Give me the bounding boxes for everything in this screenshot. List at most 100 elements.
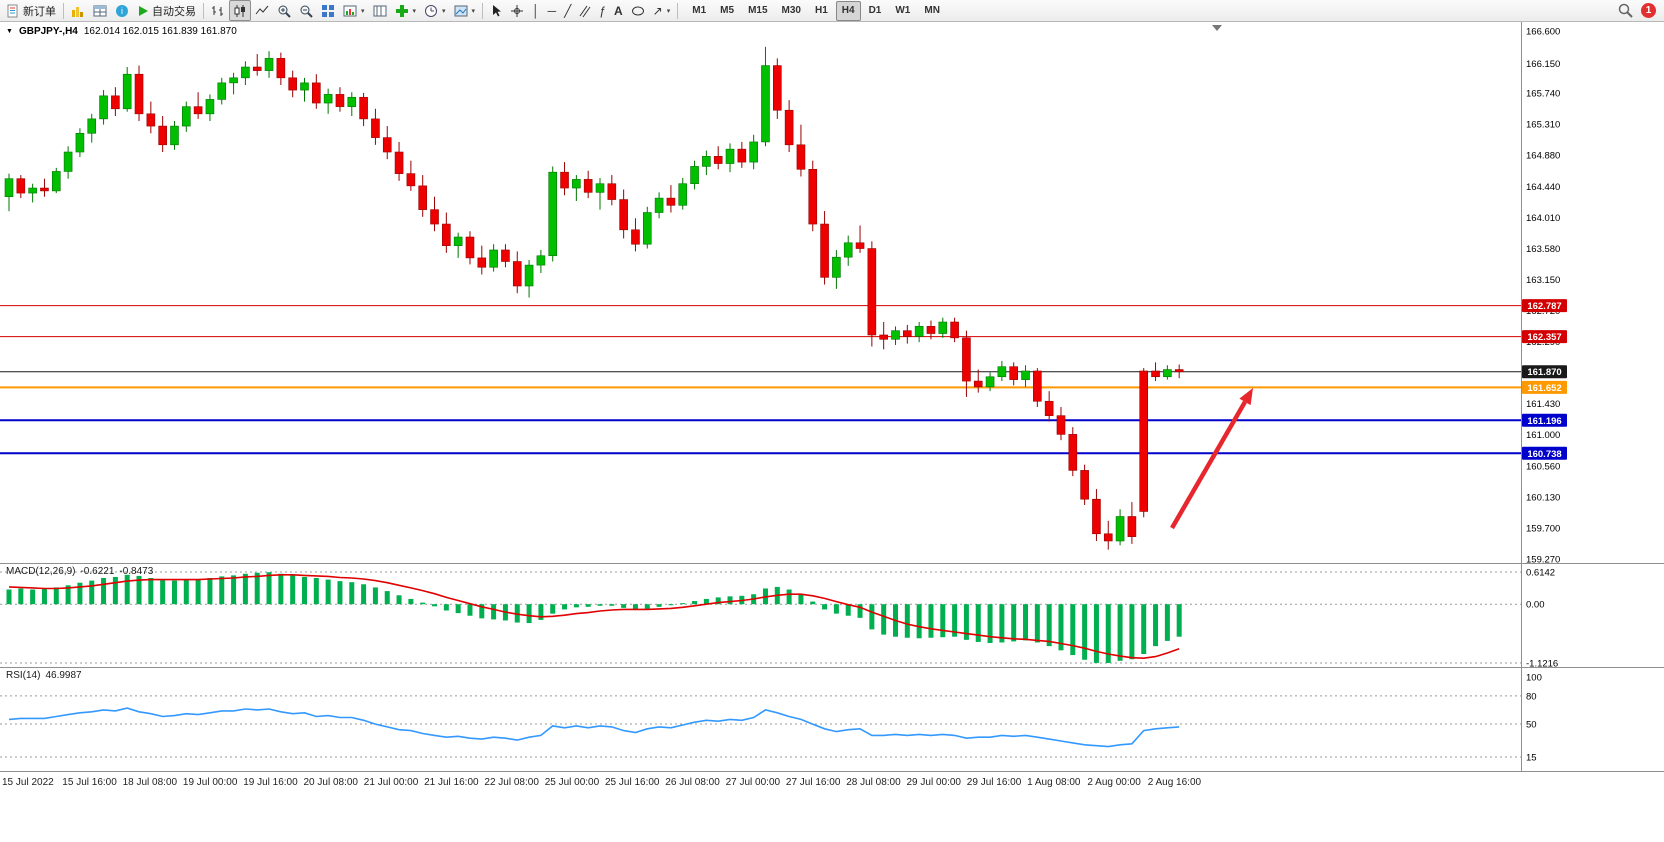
macd-canvas[interactable]: 0.6142 0.00 -1.1216 [0,564,1664,669]
candle [489,249,498,268]
price-tag[interactable] [1522,299,1567,313]
candle [111,95,120,110]
chevron-down-icon: ▾ [666,7,671,15]
tab-timeframe-M30[interactable]: M30 [781,4,801,16]
zoom-in-button[interactable] [273,0,295,21]
tab-timeframe-D1[interactable]: D1 [868,4,882,16]
price-tag-label: 161.196 [1527,416,1561,427]
crosshair-tool-button[interactable] [506,0,528,21]
time-label: 2 Aug 00:00 [1087,777,1141,788]
rsi-panel[interactable]: 100 80 50 15 [0,667,1664,771]
macd-histogram-bar [101,577,107,605]
market-watch-button[interactable] [67,0,89,21]
macd-axis-label: -1.1216 [1526,658,1558,667]
price-tag[interactable] [1522,380,1567,394]
templates-button[interactable]: ▾ [450,0,480,21]
search-icon[interactable] [1618,3,1633,18]
indicators-button[interactable]: ▾ [391,0,421,21]
time-label: 29 Jul 00:00 [906,777,962,788]
new-order-button[interactable]: 新订单 [2,0,60,21]
channel-tool-button[interactable] [575,0,595,21]
chart-shift-marker-icon[interactable] [1212,25,1222,31]
horizontal-line-tool-button[interactable]: ─ [544,0,561,21]
navigator-button[interactable]: i [111,0,133,21]
auto-trading-button[interactable]: 自动交易 [133,0,200,21]
macd-histogram-bar [585,604,591,607]
symbol-label: GBPJPY-,H4 [18,26,78,37]
price-tag[interactable] [1522,446,1567,460]
toolbar-separator [203,2,204,19]
macd-panel[interactable]: 0.6142 0.00 -1.1216 [0,563,1664,669]
price-chart-panel[interactable]: 166.600 166.150 165.740 165.310 164.880 164.4… [0,22,1664,565]
time-label: 19 Jul 00:00 [182,777,238,788]
candle [241,66,250,79]
chart-shift-button[interactable] [369,0,391,21]
macd-histogram-bar [207,577,213,605]
tile-windows-button[interactable] [317,0,339,21]
toolbar-right: 1 [1618,3,1662,18]
zoom-out-button[interactable] [295,0,317,21]
candle [654,197,664,213]
macd-histogram-bar [621,604,627,608]
chevron-down-icon: ▾ [471,7,476,15]
rsi-canvas[interactable]: 100 80 50 15 [0,668,1664,771]
macd-signal-line [8,574,1180,660]
macd-histogram-bar [77,582,83,605]
tab-timeframe-M15[interactable]: M15 [748,4,768,16]
macd-histogram-bar [786,589,792,605]
tab-timeframe-MN[interactable]: MN [924,4,940,16]
macd-histogram-bar [644,604,650,609]
price-tag[interactable] [1522,365,1567,379]
candle [1080,470,1089,500]
candle [1139,370,1149,512]
arrows-tool-button[interactable]: ↗ ▾ [649,0,675,21]
rsi-axis-label: 15 [1526,753,1537,764]
horizontal-line-icon: ─ [547,3,557,18]
price-chart-canvas[interactable]: 166.600 166.150 165.740 165.310 164.880 164.4… [0,22,1664,565]
periods-button[interactable]: ▾ [420,0,450,21]
price-axis-label: 160.130 [1526,493,1560,504]
candle [855,242,865,249]
macd-histogram-bar [833,604,839,614]
time-label: 25 Jul 16:00 [605,777,660,788]
macd-histogram-bar [514,604,520,623]
trendline-tool-button[interactable]: ╱ [560,0,575,21]
time-label: 22 Jul 08:00 [484,777,539,788]
cursor-tool-button[interactable] [486,0,506,21]
macd-histogram-bar [53,587,59,605]
macd-histogram-bar [349,582,355,605]
candlestick-chart-button[interactable] [229,0,251,21]
trend-arrow[interactable] [1170,400,1247,530]
new-chart-button[interactable]: ▾ [339,0,369,21]
tab-timeframe-W1[interactable]: W1 [895,4,911,16]
macd-histogram-bar [467,604,473,616]
macd-histogram-bar [30,589,36,605]
shapes-tool-button[interactable] [627,0,649,21]
time-label: 15 Jul 16:00 [62,777,117,788]
new-order-icon [7,4,18,17]
text-tool-button[interactable]: A [610,0,627,21]
toolbar-separator [63,2,64,19]
candle [193,106,203,115]
vertical-line-tool-button[interactable]: │ [528,0,544,21]
tab-timeframe-H4[interactable]: H4 [835,0,861,21]
macd-histogram-bar [952,604,958,637]
time-axis[interactable]: 15 Jul 2022 15 Jul 16:00 18 Jul 08:00 19 Ju… [0,771,1664,795]
symbol-dropdown-icon[interactable]: ▼ [6,28,13,35]
candle [1174,369,1184,373]
toolbar-separator [482,2,484,19]
bar-chart-button[interactable] [207,0,229,21]
candle [973,380,983,388]
notification-badge[interactable]: 1 [1641,3,1656,18]
vertical-line-icon: │ [532,3,540,18]
price-tag[interactable] [1522,330,1567,344]
line-chart-button[interactable] [251,0,273,21]
fibonacci-tool-button[interactable]: ƒ [595,0,610,21]
tab-timeframe-M1[interactable]: M1 [692,4,707,16]
price-tag[interactable] [1522,413,1567,427]
candle [903,330,912,337]
macd-histogram-bar [573,604,579,608]
data-window-button[interactable] [89,0,111,21]
tab-timeframe-H1[interactable]: H1 [814,4,828,16]
tab-timeframe-M5[interactable]: M5 [720,4,735,16]
